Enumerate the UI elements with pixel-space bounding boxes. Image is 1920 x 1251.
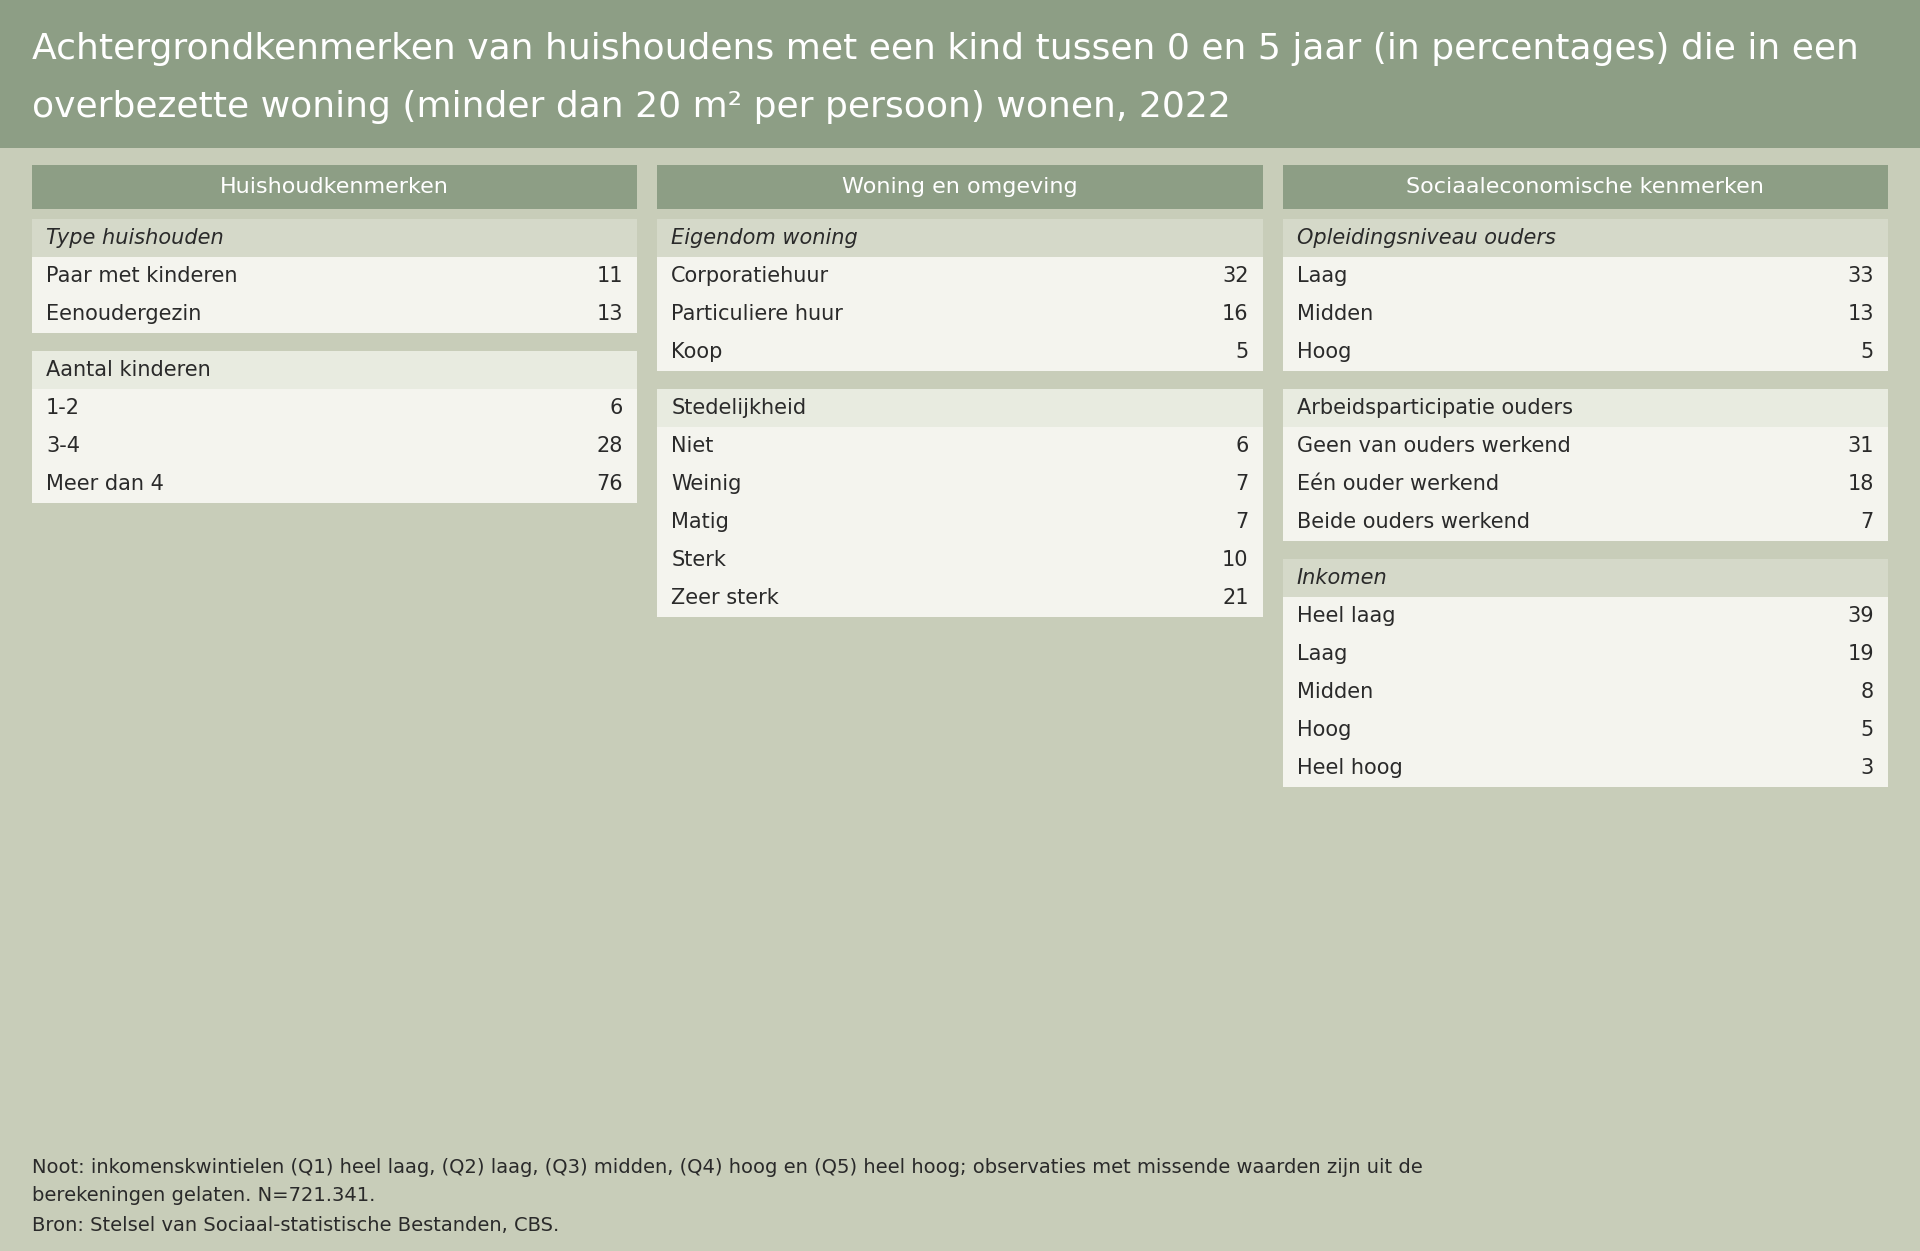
Text: 10: 10 bbox=[1223, 550, 1248, 570]
Bar bbox=[33, 165, 637, 209]
Bar bbox=[1283, 559, 1887, 597]
Bar bbox=[33, 219, 637, 333]
Text: 7: 7 bbox=[1860, 512, 1874, 532]
Text: 1-2: 1-2 bbox=[46, 398, 81, 418]
Text: Eigendom woning: Eigendom woning bbox=[672, 228, 858, 248]
Text: Type huishouden: Type huishouden bbox=[46, 228, 225, 248]
Bar bbox=[0, 0, 1920, 148]
Bar bbox=[1283, 219, 1887, 372]
Bar bbox=[33, 352, 637, 503]
Text: 31: 31 bbox=[1847, 437, 1874, 457]
Text: Geen van ouders werkend: Geen van ouders werkend bbox=[1296, 437, 1571, 457]
Text: Weinig: Weinig bbox=[672, 474, 741, 494]
Text: 7: 7 bbox=[1235, 474, 1248, 494]
Text: 5: 5 bbox=[1860, 342, 1874, 362]
Text: overbezette woning (minder dan 20 m² per persoon) wonen, 2022: overbezette woning (minder dan 20 m² per… bbox=[33, 90, 1231, 124]
Text: Meer dan 4: Meer dan 4 bbox=[46, 474, 163, 494]
Text: Laag: Laag bbox=[1296, 266, 1348, 286]
Text: Hoog: Hoog bbox=[1296, 342, 1352, 362]
Text: 8: 8 bbox=[1860, 682, 1874, 702]
Text: Hoog: Hoog bbox=[1296, 721, 1352, 741]
Text: berekeningen gelaten. N=721.341.: berekeningen gelaten. N=721.341. bbox=[33, 1186, 376, 1205]
Text: 6: 6 bbox=[611, 398, 624, 418]
Bar bbox=[33, 219, 637, 256]
Text: 32: 32 bbox=[1223, 266, 1248, 286]
Text: Beide ouders werkend: Beide ouders werkend bbox=[1296, 512, 1530, 532]
Text: 6: 6 bbox=[1235, 437, 1248, 457]
Text: Sociaaleconomische kenmerken: Sociaaleconomische kenmerken bbox=[1405, 176, 1764, 196]
Text: Bron: Stelsel van Sociaal-statistische Bestanden, CBS.: Bron: Stelsel van Sociaal-statistische B… bbox=[33, 1216, 559, 1235]
Text: Laag: Laag bbox=[1296, 644, 1348, 664]
Text: Arbeidsparticipatie ouders: Arbeidsparticipatie ouders bbox=[1296, 398, 1572, 418]
Bar bbox=[1283, 559, 1887, 787]
Bar bbox=[1283, 389, 1887, 427]
Bar bbox=[1283, 219, 1887, 256]
Text: 28: 28 bbox=[597, 437, 624, 457]
Text: Zeer sterk: Zeer sterk bbox=[672, 588, 780, 608]
Text: Matig: Matig bbox=[672, 512, 730, 532]
Bar bbox=[657, 165, 1263, 209]
Text: 19: 19 bbox=[1847, 644, 1874, 664]
Text: Achtergrondkenmerken van huishoudens met een kind tussen 0 en 5 jaar (in percent: Achtergrondkenmerken van huishoudens met… bbox=[33, 33, 1859, 66]
Text: 21: 21 bbox=[1223, 588, 1248, 608]
Text: Woning en omgeving: Woning en omgeving bbox=[843, 176, 1077, 196]
Bar bbox=[1283, 165, 1887, 209]
Text: Midden: Midden bbox=[1296, 682, 1373, 702]
Text: 13: 13 bbox=[1847, 304, 1874, 324]
Text: Opleidingsniveau ouders: Opleidingsniveau ouders bbox=[1296, 228, 1555, 248]
Text: 18: 18 bbox=[1847, 474, 1874, 494]
Text: Heel hoog: Heel hoog bbox=[1296, 758, 1402, 778]
Text: Koop: Koop bbox=[672, 342, 722, 362]
Bar bbox=[657, 219, 1263, 372]
Bar bbox=[33, 352, 637, 389]
Text: 3-4: 3-4 bbox=[46, 437, 81, 457]
Text: Corporatiehuur: Corporatiehuur bbox=[672, 266, 829, 286]
Bar bbox=[657, 219, 1263, 256]
Text: Particuliere huur: Particuliere huur bbox=[672, 304, 843, 324]
Text: Inkomen: Inkomen bbox=[1296, 568, 1388, 588]
Text: 3: 3 bbox=[1860, 758, 1874, 778]
Text: Heel laag: Heel laag bbox=[1296, 605, 1396, 626]
Text: 7: 7 bbox=[1235, 512, 1248, 532]
Text: 76: 76 bbox=[597, 474, 624, 494]
Text: Huishoudkenmerken: Huishoudkenmerken bbox=[221, 176, 449, 196]
Text: Aantal kinderen: Aantal kinderen bbox=[46, 360, 211, 380]
Text: 11: 11 bbox=[597, 266, 624, 286]
Text: Noot: inkomenskwintielen (Q1) heel laag, (Q2) laag, (Q3) midden, (Q4) hoog en (Q: Noot: inkomenskwintielen (Q1) heel laag,… bbox=[33, 1158, 1423, 1177]
Text: Eenoudergezin: Eenoudergezin bbox=[46, 304, 202, 324]
Text: 5: 5 bbox=[1860, 721, 1874, 741]
Text: Eén ouder werkend: Eén ouder werkend bbox=[1296, 474, 1500, 494]
Text: Paar met kinderen: Paar met kinderen bbox=[46, 266, 238, 286]
Text: Midden: Midden bbox=[1296, 304, 1373, 324]
Text: Sterk: Sterk bbox=[672, 550, 726, 570]
Text: Niet: Niet bbox=[672, 437, 714, 457]
Bar bbox=[657, 389, 1263, 427]
Text: 16: 16 bbox=[1221, 304, 1248, 324]
Text: 33: 33 bbox=[1847, 266, 1874, 286]
Bar bbox=[657, 389, 1263, 617]
Text: 39: 39 bbox=[1847, 605, 1874, 626]
Text: 5: 5 bbox=[1235, 342, 1248, 362]
Text: Stedelijkheid: Stedelijkheid bbox=[672, 398, 806, 418]
Bar bbox=[1283, 389, 1887, 540]
Text: 13: 13 bbox=[597, 304, 624, 324]
